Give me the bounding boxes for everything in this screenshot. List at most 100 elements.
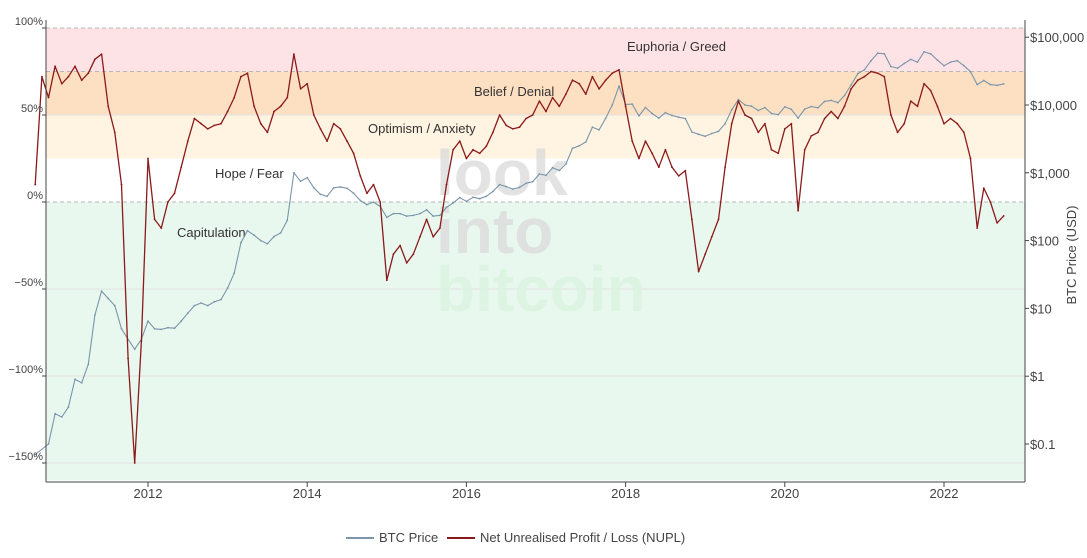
point-net-unrealised-profit-loss-nupl-2020-09 [837,117,839,120]
point-btc-price-2020-11 [850,84,852,86]
point-net-unrealised-profit-loss-nupl-2020-10 [843,105,846,108]
point-btc-price-2011-08 [113,304,116,307]
point-net-unrealised-profit-loss-nupl-2011-06 [100,53,103,55]
point-net-unrealised-profit-loss-nupl-2012-03 [160,227,163,230]
point-net-unrealised-profit-loss-nupl-2021-12 [936,105,939,108]
point-net-unrealised-profit-loss-nupl-2011-01 [67,75,70,78]
point-btc-price-2011-03 [80,381,83,384]
point-btc-price-2019-07 [744,104,746,106]
point-net-unrealised-profit-loss-nupl-2017-08 [591,75,594,78]
point-btc-price-2017-05 [571,147,574,150]
point-btc-price-2018-03 [638,115,640,117]
legend-label-net-unrealised-profit-loss-nupl: Net Unrealised Profit / Loss (NUPL) [480,530,685,545]
watermark-bitcoin: bitcoin [436,253,646,325]
point-btc-price-2021-04 [883,52,886,55]
point-net-unrealised-profit-loss-nupl-2010-09 [41,75,43,78]
point-net-unrealised-profit-loss-nupl-2020-11 [850,88,852,90]
point-btc-price-2019-09 [757,109,760,112]
point-btc-price-2011-02 [74,378,76,381]
x-tick-label: 2014 [293,486,322,501]
point-net-unrealised-profit-loss-nupl-2016-08 [511,127,514,130]
point-net-unrealised-profit-loss-nupl-2020-02 [790,122,793,125]
point-btc-price-2014-02 [312,186,315,189]
point-net-unrealised-profit-loss-nupl-2011-11 [133,462,136,464]
point-net-unrealised-profit-loss-nupl-2016-06 [498,114,501,116]
point-btc-price-2017-02 [551,166,554,169]
point-net-unrealised-profit-loss-nupl-2010-11 [54,65,56,68]
point-net-unrealised-profit-loss-nupl-2018-11 [691,218,693,221]
point-btc-price-2011-05 [94,314,96,316]
point-net-unrealised-profit-loss-nupl-2014-07 [346,140,348,143]
point-btc-price-2015-05 [412,214,415,217]
point-btc-price-2021-11 [929,52,932,55]
point-btc-price-2021-07 [903,62,906,65]
point-btc-price-2022-08 [989,83,992,86]
point-net-unrealised-profit-loss-nupl-2019-05 [730,122,733,125]
point-btc-price-2016-02 [472,196,474,199]
point-btc-price-2013-07 [266,242,269,245]
point-btc-price-2017-11 [611,104,614,106]
point-net-unrealised-profit-loss-nupl-2022-02 [949,117,952,120]
point-net-unrealised-profit-loss-nupl-2015-04 [405,262,408,264]
point-btc-price-2016-10 [525,182,527,185]
point-btc-price-2014-10 [366,203,368,206]
zone-label-capitulation: Capitulation [177,225,246,240]
point-net-unrealised-profit-loss-nupl-2022-01 [943,122,945,125]
point-btc-price-2014-07 [346,187,348,190]
point-net-unrealised-profit-loss-nupl-2013-11 [293,53,295,55]
point-net-unrealised-profit-loss-nupl-2019-10 [764,122,766,125]
point-net-unrealised-profit-loss-nupl-2017-01 [545,110,547,113]
point-btc-price-2015-01 [385,216,388,219]
point-net-unrealised-profit-loss-nupl-2016-04 [485,145,488,148]
point-net-unrealised-profit-loss-nupl-2011-09 [120,183,123,186]
point-btc-price-2021-06 [896,67,899,69]
point-net-unrealised-profit-loss-nupl-2015-11 [452,148,454,151]
point-net-unrealised-profit-loss-nupl-2014-12 [379,201,382,203]
point-net-unrealised-profit-loss-nupl-2020-04 [803,148,806,151]
point-btc-price-2016-11 [531,180,534,183]
point-net-unrealised-profit-loss-nupl-2017-03 [558,105,561,108]
point-btc-price-2020-12 [856,72,859,75]
point-btc-price-2020-08 [830,99,833,102]
point-net-unrealised-profit-loss-nupl-2014-04 [326,140,328,143]
point-net-unrealised-profit-loss-nupl-2017-11 [611,72,614,75]
point-btc-price-2014-04 [326,195,328,198]
y-left-tick-label: −100% [8,364,43,376]
y-right-tick-label: $10,000 [1030,98,1077,113]
point-net-unrealised-profit-loss-nupl-2018-07 [664,148,667,151]
zone-hope-fear [46,158,1025,202]
point-net-unrealised-profit-loss-nupl-2022-10 [1002,215,1005,217]
point-btc-price-2020-03 [797,117,799,119]
point-net-unrealised-profit-loss-nupl-2018-01 [624,105,627,108]
point-net-unrealised-profit-loss-nupl-2015-12 [458,140,461,143]
point-btc-price-2013-02 [233,272,236,275]
point-btc-price-2021-01 [863,68,866,71]
point-net-unrealised-profit-loss-nupl-2010-08 [34,183,37,186]
point-btc-price-2020-05 [810,105,813,108]
point-btc-price-2015-03 [399,212,401,215]
line-btc-price [34,51,1004,455]
point-btc-price-2015-08 [432,215,435,218]
point-net-unrealised-profit-loss-nupl-2012-06 [180,166,183,169]
point-net-unrealised-profit-loss-nupl-2017-06 [578,82,581,85]
x-tick-label: 2022 [930,486,959,501]
point-btc-price-2016-09 [518,186,521,189]
point-net-unrealised-profit-loss-nupl-2017-10 [604,79,607,82]
point-net-unrealised-profit-loss-nupl-2014-08 [352,152,355,155]
point-net-unrealised-profit-loss-nupl-2022-09 [996,222,998,224]
point-net-unrealised-profit-loss-nupl-2018-04 [644,140,647,143]
point-net-unrealised-profit-loss-nupl-2021-02 [870,70,872,73]
point-btc-price-2019-04 [724,122,726,125]
point-btc-price-2016-03 [478,197,481,200]
point-btc-price-2018-05 [651,112,653,115]
point-net-unrealised-profit-loss-nupl-2020-05 [810,135,813,137]
point-net-unrealised-profit-loss-nupl-2015-10 [445,183,448,186]
legend-label-btc-price: BTC Price [379,530,438,545]
point-btc-price-2016-07 [505,185,508,188]
point-btc-price-2020-02 [790,108,793,111]
point-net-unrealised-profit-loss-nupl-2011-02 [74,65,76,68]
point-net-unrealised-profit-loss-nupl-2021-04 [883,75,886,78]
point-net-unrealised-profit-loss-nupl-2019-04 [724,166,726,169]
point-btc-price-2019-03 [717,130,720,133]
